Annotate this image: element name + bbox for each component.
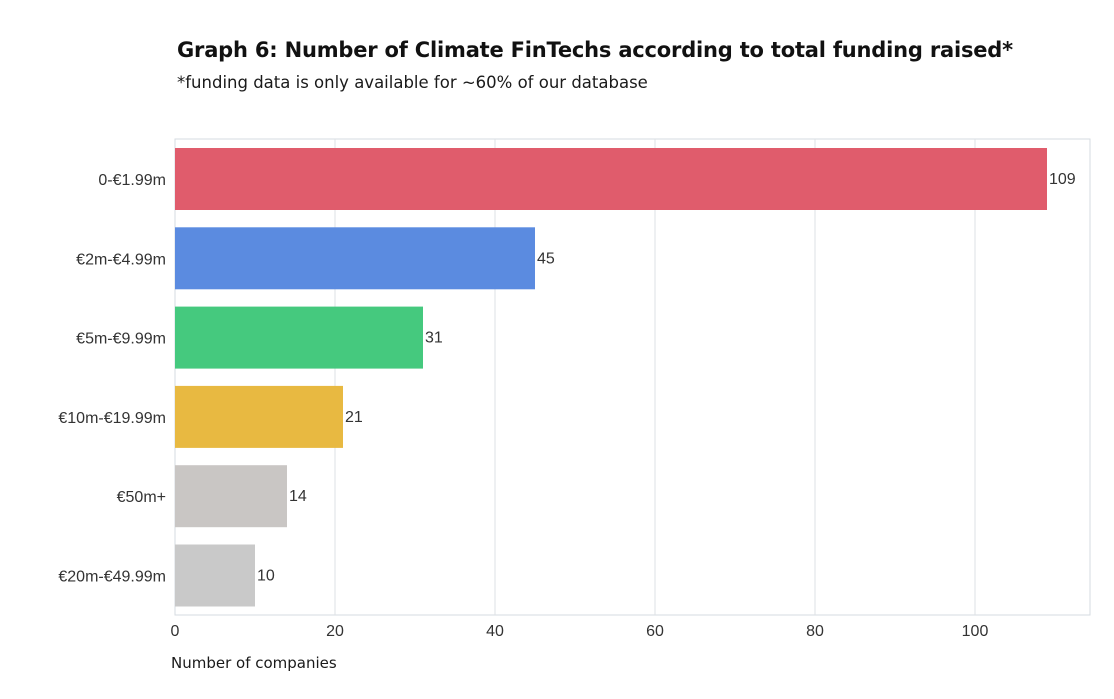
- x-tick-label: 100: [962, 623, 989, 640]
- value-label: 31: [425, 330, 443, 347]
- category-label: €5m-€9.99m: [76, 331, 166, 348]
- x-axis-label: Number of companies: [171, 654, 337, 672]
- grid-lines: [334, 139, 976, 615]
- bar: [175, 385, 343, 448]
- bar: [175, 227, 535, 290]
- value-label: 14: [289, 488, 307, 505]
- category-label: €20m-€49.99m: [58, 569, 166, 586]
- bar: [175, 465, 287, 528]
- value-labels: 109 45 31 21 14 10: [257, 171, 1076, 585]
- x-tick-label: 20: [326, 623, 344, 640]
- value-label: 10: [257, 568, 275, 585]
- chart-subtitle: *funding data is only available for ~60%…: [177, 73, 648, 92]
- category-label: 0-€1.99m: [98, 172, 166, 189]
- x-tick-label: 80: [806, 623, 824, 640]
- x-tick-label: 60: [646, 623, 664, 640]
- plot-area: [174, 138, 1091, 616]
- x-tick-label: 40: [486, 623, 504, 640]
- category-label: €10m-€19.99m: [58, 410, 166, 427]
- category-label: €2m-€4.99m: [76, 251, 166, 268]
- value-label: 45: [537, 250, 555, 267]
- bar: [175, 544, 255, 607]
- value-label: 21: [345, 409, 363, 426]
- x-tick-label: 0: [171, 623, 180, 640]
- bar: [175, 148, 1047, 210]
- category-label: €50m+: [117, 489, 166, 506]
- x-tick-labels: 0 20 40 60 80 100: [171, 623, 989, 640]
- category-labels: 0-€1.99m €2m-€4.99m €5m-€9.99m €10m-€19.99m…: [58, 172, 166, 586]
- value-label: 109: [1049, 171, 1076, 188]
- chart-title: Graph 6: Number of Climate FinTechs acco…: [177, 38, 1013, 62]
- bar: [175, 306, 423, 369]
- bars: [175, 148, 1047, 607]
